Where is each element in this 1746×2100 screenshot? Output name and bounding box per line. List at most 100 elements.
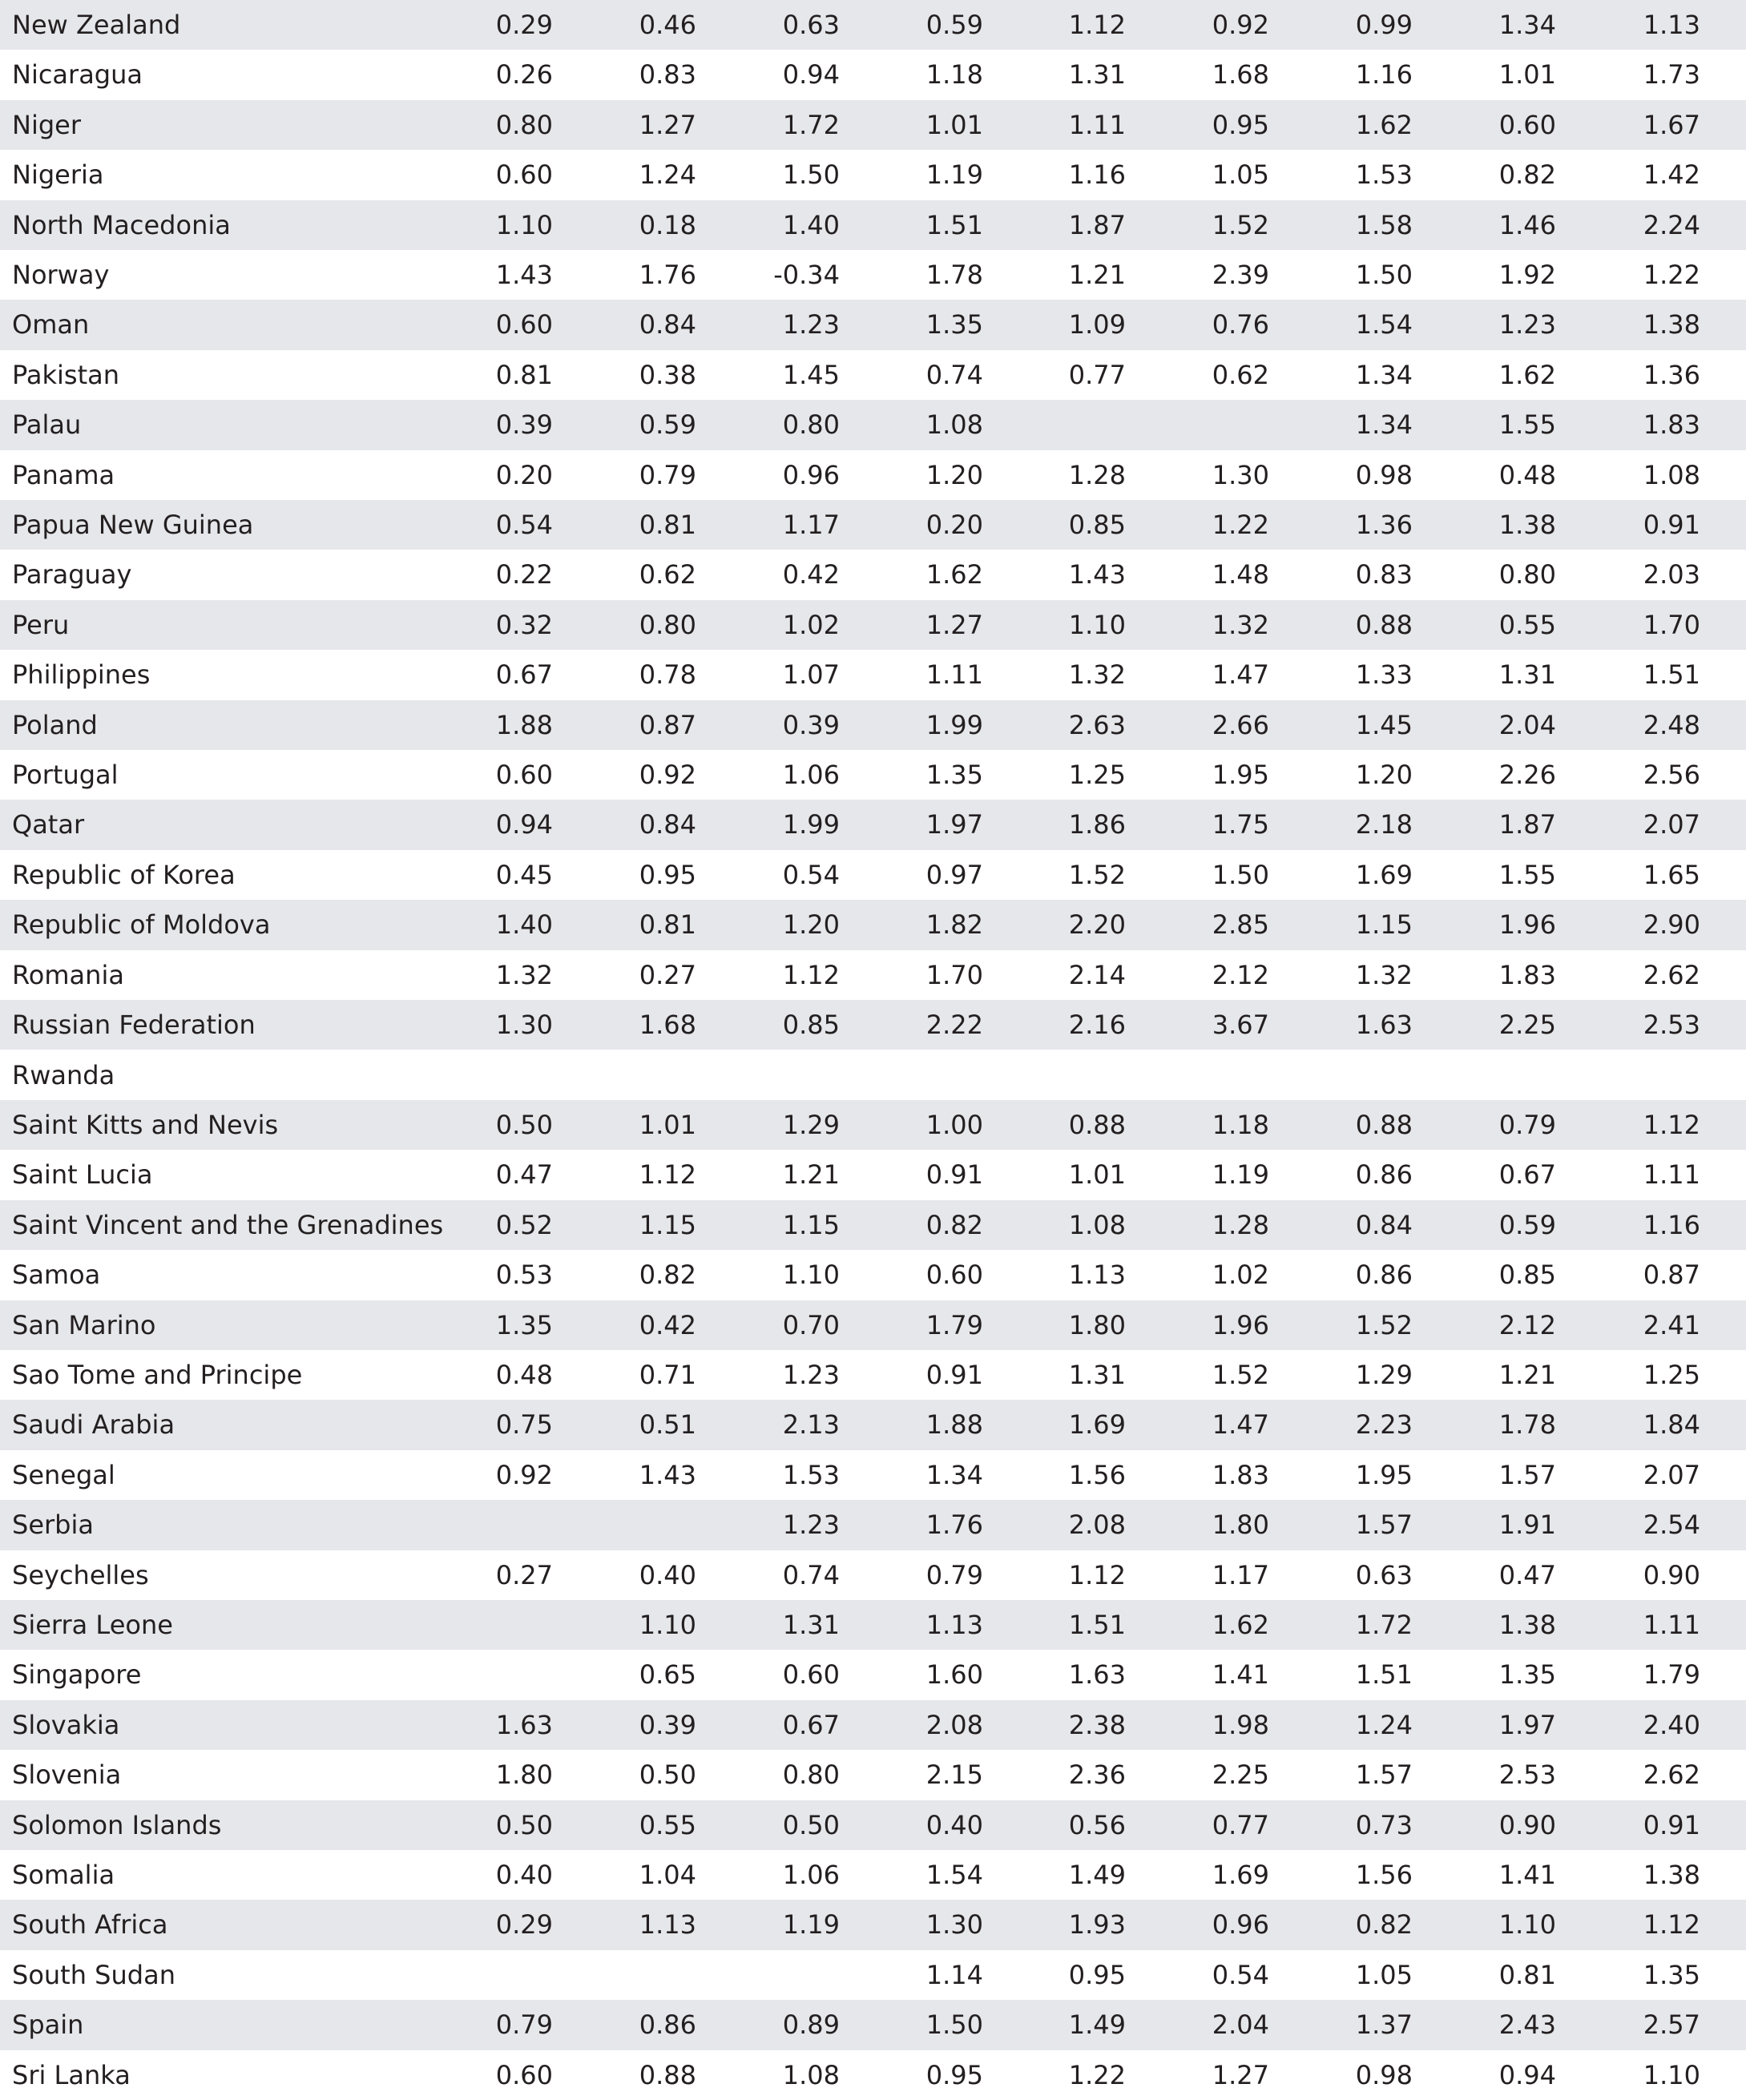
value-cell: 2.08 xyxy=(925,1709,983,1740)
value-cell: 1.40 xyxy=(495,909,553,941)
value-cell: 0.77 xyxy=(1068,359,1126,390)
value-cell: 0.91 xyxy=(1643,1809,1700,1840)
value-cell: 2.62 xyxy=(1643,1759,1700,1791)
country-name: Sri Lanka xyxy=(12,2059,131,2090)
value-cell: 1.19 xyxy=(925,159,983,191)
value-cell: 1.95 xyxy=(1212,760,1269,791)
value-cell: 0.62 xyxy=(639,559,696,590)
value-cell: 0.82 xyxy=(1498,159,1556,191)
value-cell: 0.90 xyxy=(1643,1559,1700,1590)
value-cell: 0.54 xyxy=(495,510,553,541)
value-cell: 1.25 xyxy=(1643,1359,1700,1390)
value-cell: 2.07 xyxy=(1643,1459,1700,1490)
value-cell: 1.35 xyxy=(925,309,983,341)
value-cell: 1.63 xyxy=(495,1709,553,1740)
value-cell: 2.36 xyxy=(1068,1759,1126,1791)
value-cell: 0.70 xyxy=(782,1309,840,1340)
value-cell: 0.79 xyxy=(925,1559,983,1590)
value-cell: 1.07 xyxy=(782,659,840,691)
value-cell: 0.88 xyxy=(1355,1109,1413,1140)
value-cell: 1.79 xyxy=(1643,1659,1700,1691)
table-row: Seychelles 0.27 0.40 0.74 0.79 1.12 1.17 0.63 0.… xyxy=(0,1550,1746,1600)
value-cell: 1.92 xyxy=(1498,260,1556,291)
value-cell: 0.48 xyxy=(1498,459,1556,490)
value-cell: 0.80 xyxy=(495,109,553,140)
value-cell: 1.08 xyxy=(782,2059,840,2090)
value-cell: 1.24 xyxy=(639,159,696,191)
value-cell: 0.78 xyxy=(639,659,696,691)
value-cell: 1.54 xyxy=(1355,309,1413,341)
value-cell: 1.05 xyxy=(1355,1959,1413,1990)
value-cell: 0.80 xyxy=(639,609,696,640)
value-cell: 1.95 xyxy=(1355,1459,1413,1490)
country-name: San Marino xyxy=(12,1309,156,1340)
value-cell: 1.52 xyxy=(1212,209,1269,240)
value-cell: 1.38 xyxy=(1498,510,1556,541)
value-cell: 1.08 xyxy=(925,409,983,441)
value-cell: 0.89 xyxy=(782,2009,840,2041)
country-name: Samoa xyxy=(12,1260,101,1291)
country-name: North Macedonia xyxy=(12,209,231,240)
value-cell: 1.35 xyxy=(495,1309,553,1340)
value-cell: 1.37 xyxy=(1355,2009,1413,2041)
value-cell: 1.32 xyxy=(495,959,553,990)
value-cell: 1.49 xyxy=(1068,1859,1126,1890)
value-cell: 1.69 xyxy=(1212,1859,1269,1890)
value-cell: 0.47 xyxy=(495,1159,553,1191)
table-row: Panama 0.20 0.79 0.96 1.20 1.28 1.30 0.98 0.48 1.… xyxy=(0,450,1746,500)
value-cell: 1.29 xyxy=(782,1109,840,1140)
value-cell: 1.80 xyxy=(1212,1510,1269,1541)
value-cell: 1.27 xyxy=(1212,2059,1269,2090)
value-cell: 0.85 xyxy=(1498,1260,1556,1291)
value-cell: 1.31 xyxy=(1068,59,1126,91)
value-cell: 0.74 xyxy=(782,1559,840,1590)
value-cell: 0.82 xyxy=(925,1209,983,1240)
country-name: Sierra Leone xyxy=(12,1609,173,1640)
value-cell: 1.47 xyxy=(1212,659,1269,691)
value-cell: 1.08 xyxy=(1068,1209,1126,1240)
table-row: Slovenia 1.80 0.50 0.80 2.15 2.36 2.25 1.57 2.53… xyxy=(0,1750,1746,1800)
value-cell: 1.11 xyxy=(1643,1159,1700,1191)
table-row: Pakistan 0.81 0.38 1.45 0.74 0.77 0.62 1.34 1.62… xyxy=(0,350,1746,400)
value-cell: 0.98 xyxy=(1355,2059,1413,2090)
value-cell: 1.16 xyxy=(1068,159,1126,191)
value-cell: 1.15 xyxy=(1355,909,1413,941)
value-cell: 0.60 xyxy=(495,159,553,191)
value-cell: 1.29 xyxy=(1355,1359,1413,1390)
value-cell: 0.42 xyxy=(782,559,840,590)
value-cell: 0.40 xyxy=(925,1809,983,1840)
value-cell: 0.55 xyxy=(1498,609,1556,640)
value-cell: 2.04 xyxy=(1212,2009,1269,2041)
value-cell: 0.88 xyxy=(1355,609,1413,640)
table-row: North Macedonia 1.10 0.18 1.40 1.51 1.87 1.52 1… xyxy=(0,200,1746,250)
table-row: South Sudan 1.14 0.95 0.54 1.05 0.81 1.35 xyxy=(0,1950,1746,2000)
value-cell: 2.12 xyxy=(1498,1309,1556,1340)
value-cell: 0.27 xyxy=(639,959,696,990)
value-cell: 0.74 xyxy=(925,359,983,390)
value-cell: 1.30 xyxy=(495,1010,553,1041)
country-name: Paraguay xyxy=(12,559,132,590)
value-cell: 1.18 xyxy=(925,59,983,91)
value-cell: 1.30 xyxy=(1212,459,1269,490)
value-cell: 1.19 xyxy=(782,1909,840,1941)
value-cell: 0.94 xyxy=(1498,2059,1556,2090)
value-cell: 0.94 xyxy=(782,59,840,91)
country-name: Solomon Islands xyxy=(12,1809,222,1840)
value-cell: 0.82 xyxy=(1355,1909,1413,1941)
value-cell: 1.35 xyxy=(1643,1959,1700,1990)
value-cell: 1.56 xyxy=(1068,1459,1126,1490)
value-cell: 1.22 xyxy=(1212,510,1269,541)
value-cell: 1.51 xyxy=(925,209,983,240)
value-cell: 1.52 xyxy=(1355,1309,1413,1340)
value-cell: 1.13 xyxy=(925,1609,983,1640)
value-cell: 2.12 xyxy=(1212,959,1269,990)
country-name: Pakistan xyxy=(12,359,119,390)
table-row: Solomon Islands 0.50 0.55 0.50 0.40 0.56 0.77 0… xyxy=(0,1800,1746,1850)
table-row: Philippines 0.67 0.78 1.07 1.11 1.32 1.47 1.33 1… xyxy=(0,650,1746,699)
value-cell: 1.35 xyxy=(1498,1659,1556,1691)
value-cell: 1.41 xyxy=(1498,1859,1556,1890)
value-cell: 0.84 xyxy=(639,309,696,341)
value-cell: 1.24 xyxy=(1355,1709,1413,1740)
value-cell: 1.88 xyxy=(925,1409,983,1441)
